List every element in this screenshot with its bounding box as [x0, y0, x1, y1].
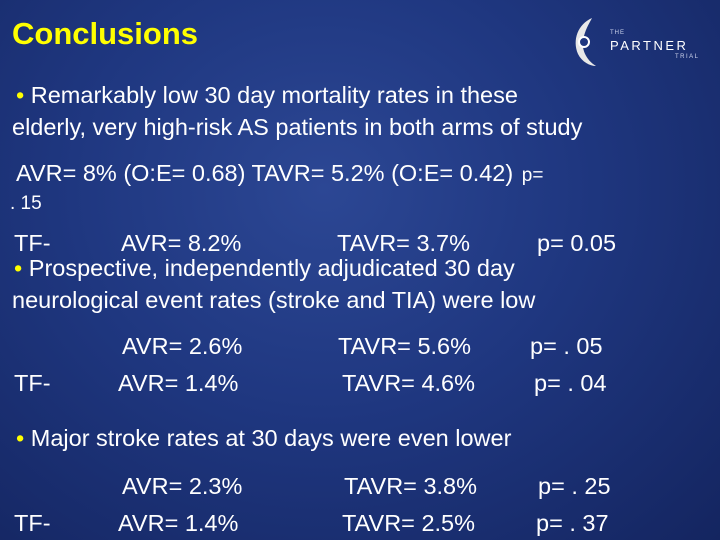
logo-partner-text: PARTNER [610, 38, 689, 53]
mortality-overall-p-value: . 15 [10, 193, 42, 214]
stroke-row1-avr: AVR= 2.3% [122, 473, 243, 499]
stroke-row2-avr: AVR= 1.4% [118, 510, 239, 536]
neuro-row1-avr: AVR= 2.6% [122, 333, 243, 359]
bullet-icon: • [14, 255, 23, 281]
logo-trial-text: TRIAL [675, 54, 700, 60]
stroke-row1-p: p= . 25 [538, 473, 611, 499]
mortality-text-line2: elderly, very high-risk AS patients in b… [12, 114, 583, 140]
stroke-row2-tavr: TAVR= 2.5% [342, 510, 476, 536]
stroke-bullet-line1: • Major stroke rates at 30 days were eve… [16, 423, 511, 453]
partner-trial-logo: THE PARTNER TRIAL [570, 14, 710, 70]
neuro-row1-tavr: TAVR= 5.6% [338, 333, 472, 359]
neuro-row2-p: p= . 04 [534, 370, 607, 396]
neuro-row1-p: p= . 05 [530, 333, 603, 359]
bullet-icon: • [16, 82, 25, 108]
neuro-text-line1: Prospective, independently adjudicated 3… [28, 255, 515, 281]
mortality-text-line1: Remarkably low 30 day mortality rates in… [30, 82, 518, 108]
neuro-bullet-line1: • Prospective, independently adjudicated… [14, 253, 515, 283]
stroke-row2-prefix: TF- [14, 510, 51, 536]
stroke-row2-p: p= . 37 [536, 510, 609, 536]
partner-emblem-icon [575, 18, 596, 66]
mortality-overall-values: AVR= 8% (O:E= 0.68) TAVR= 5.2% (O:E= 0.4… [16, 160, 514, 186]
neuro-text-line2: neurological event rates (stroke and TIA… [12, 287, 536, 313]
neuro-row2-avr: AVR= 1.4% [118, 370, 239, 396]
stroke-text-line1: Major stroke rates at 30 days were even … [30, 425, 512, 451]
mortality-overall-p-label: p= [521, 165, 544, 186]
neuro-row2-tavr: TAVR= 4.6% [342, 370, 476, 396]
slide-title: Conclusions [12, 16, 199, 51]
mortality-tf-tavr: TAVR= 3.7% [337, 230, 471, 256]
neuro-row2-prefix: TF- [14, 370, 51, 396]
logo-the-text: THE [610, 30, 625, 36]
mortality-bullet-line1: • Remarkably low 30 day mortality rates … [16, 80, 518, 110]
mortality-overall-line: AVR= 8% (O:E= 0.68) TAVR= 5.2% (O:E= 0.4… [16, 158, 543, 191]
bullet-icon: • [16, 425, 25, 451]
mortality-tf-avr: AVR= 8.2% [121, 230, 242, 256]
mortality-tf-prefix: TF- [14, 230, 51, 256]
stroke-row1-tavr: TAVR= 3.8% [344, 473, 478, 499]
mortality-tf-p: p= 0.05 [537, 230, 617, 256]
